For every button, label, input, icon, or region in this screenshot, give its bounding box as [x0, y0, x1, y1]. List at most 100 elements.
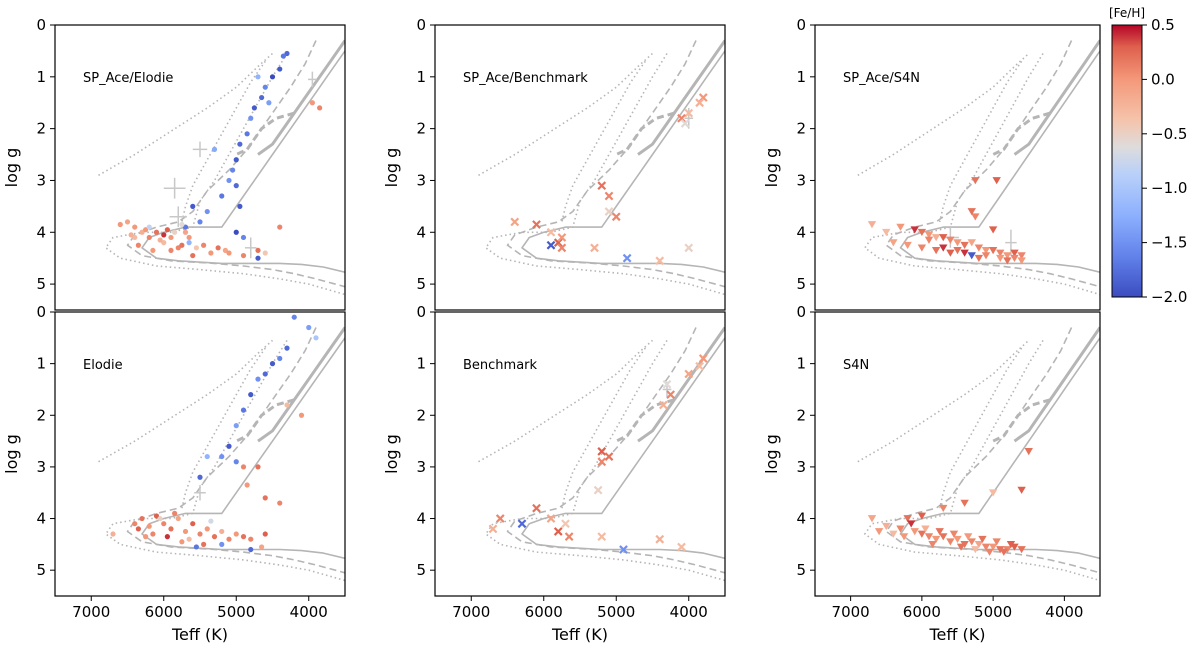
panel-frame	[434, 311, 726, 597]
data-point	[677, 113, 686, 123]
data-point	[553, 527, 563, 536]
isochrone-dashed	[885, 40, 1100, 288]
data-point	[896, 223, 905, 231]
data-point	[1003, 252, 1012, 260]
data-point	[882, 522, 891, 531]
data-point	[971, 177, 980, 185]
y-tick-label: 0	[36, 16, 46, 34]
data-point	[208, 518, 214, 524]
y-tick-label: 4	[36, 510, 46, 528]
x-tick-label: 7000	[832, 603, 870, 621]
data-point	[996, 254, 1005, 262]
plot-area	[98, 314, 345, 582]
y-tick-label: 1	[416, 355, 426, 373]
data-point	[999, 548, 1009, 556]
data-point	[215, 245, 221, 251]
data-point	[255, 376, 261, 382]
panel-label: S4N	[843, 358, 869, 373]
data-point	[889, 530, 898, 538]
data-point	[230, 167, 236, 173]
y-axis-label: log g	[2, 148, 21, 188]
data-point	[867, 515, 877, 523]
data-point	[309, 100, 315, 106]
y-tick-label: 2	[36, 406, 46, 424]
data-point	[143, 534, 149, 540]
data-point	[658, 400, 668, 410]
data-point	[208, 250, 214, 256]
y-tick-label: 2	[36, 120, 46, 138]
data-point	[974, 254, 984, 262]
colorbar-tick-label: −1.5	[1151, 234, 1187, 252]
y-tick-label: 5	[796, 561, 806, 579]
data-point	[546, 227, 556, 237]
data-point	[698, 93, 708, 102]
data-point	[172, 229, 178, 235]
plot-area	[857, 39, 1100, 296]
data-point	[604, 207, 614, 216]
data-point	[597, 447, 607, 456]
data-point	[1003, 257, 1012, 265]
data-point	[960, 249, 969, 257]
y-tick-label: 5	[36, 561, 46, 579]
colorbar-gradient	[1111, 24, 1143, 298]
y-tick-label: 4	[416, 510, 426, 528]
isochrone-solid-rgb	[257, 39, 345, 156]
data-point	[517, 519, 527, 529]
data-point	[255, 247, 261, 254]
colorbar: [Fe/H] 0.5 0.0 −0.5 −1.0 −1.5 −2.0	[1109, 6, 1187, 306]
y-tick-label: 5	[796, 275, 806, 293]
data-point	[197, 531, 203, 537]
data-point	[219, 453, 225, 460]
isochrone-solid-rgb	[1013, 326, 1100, 443]
data-point	[695, 361, 705, 371]
isochrone-dotted-branch	[181, 60, 266, 223]
y-tick-label: 2	[796, 406, 806, 424]
isochrone-solid-rgb	[1013, 39, 1100, 156]
data-point	[255, 464, 261, 470]
data-point	[179, 221, 185, 228]
panel-4: Elodie 0 1 2 3 4 5 log g 7000 6000 5000 4000 Teff (K…	[2, 303, 346, 644]
data-point	[248, 392, 254, 398]
y-tick-label: 0	[36, 303, 46, 321]
data-point	[695, 98, 705, 108]
data-point	[135, 526, 141, 532]
panel-frame	[814, 24, 1101, 311]
colorbar-tick-label: −0.5	[1151, 125, 1187, 143]
data-point	[226, 536, 232, 542]
x-tick-label: 5000	[597, 603, 635, 621]
data-point	[175, 515, 181, 522]
plot-area	[857, 326, 1100, 582]
data-point	[622, 253, 632, 263]
data-point	[684, 369, 694, 379]
data-point	[953, 239, 962, 247]
data-point	[874, 528, 884, 536]
isochrone-dotted-upper	[478, 52, 654, 176]
data-point	[219, 193, 225, 199]
x-tick-label: 4000	[290, 603, 328, 621]
panel-3: SP_Ace/S4N 0 1 2 3 4 5 log g	[762, 16, 1101, 311]
data-point	[867, 221, 877, 229]
data-point	[960, 499, 969, 507]
data-point	[201, 541, 207, 547]
data-point	[244, 131, 250, 137]
data-point	[190, 252, 196, 259]
data-point	[910, 226, 919, 234]
colorbar-tick-label: −1.0	[1151, 179, 1187, 197]
isochrone-solid	[899, 50, 1100, 273]
y-tick-label: 0	[416, 303, 426, 321]
data-point	[168, 247, 174, 254]
data-point	[604, 452, 614, 461]
data-point	[655, 256, 665, 266]
data-point	[251, 105, 257, 111]
data-point	[896, 525, 905, 533]
isochrone-dotted	[105, 339, 345, 582]
data-point	[906, 520, 916, 528]
data-point	[135, 242, 141, 248]
data-point	[117, 221, 123, 228]
data-point	[953, 247, 962, 255]
data-point	[963, 533, 973, 541]
data-point	[1017, 546, 1026, 554]
x-tick-label: 4000	[670, 603, 708, 621]
y-tick-label: 1	[36, 355, 46, 373]
